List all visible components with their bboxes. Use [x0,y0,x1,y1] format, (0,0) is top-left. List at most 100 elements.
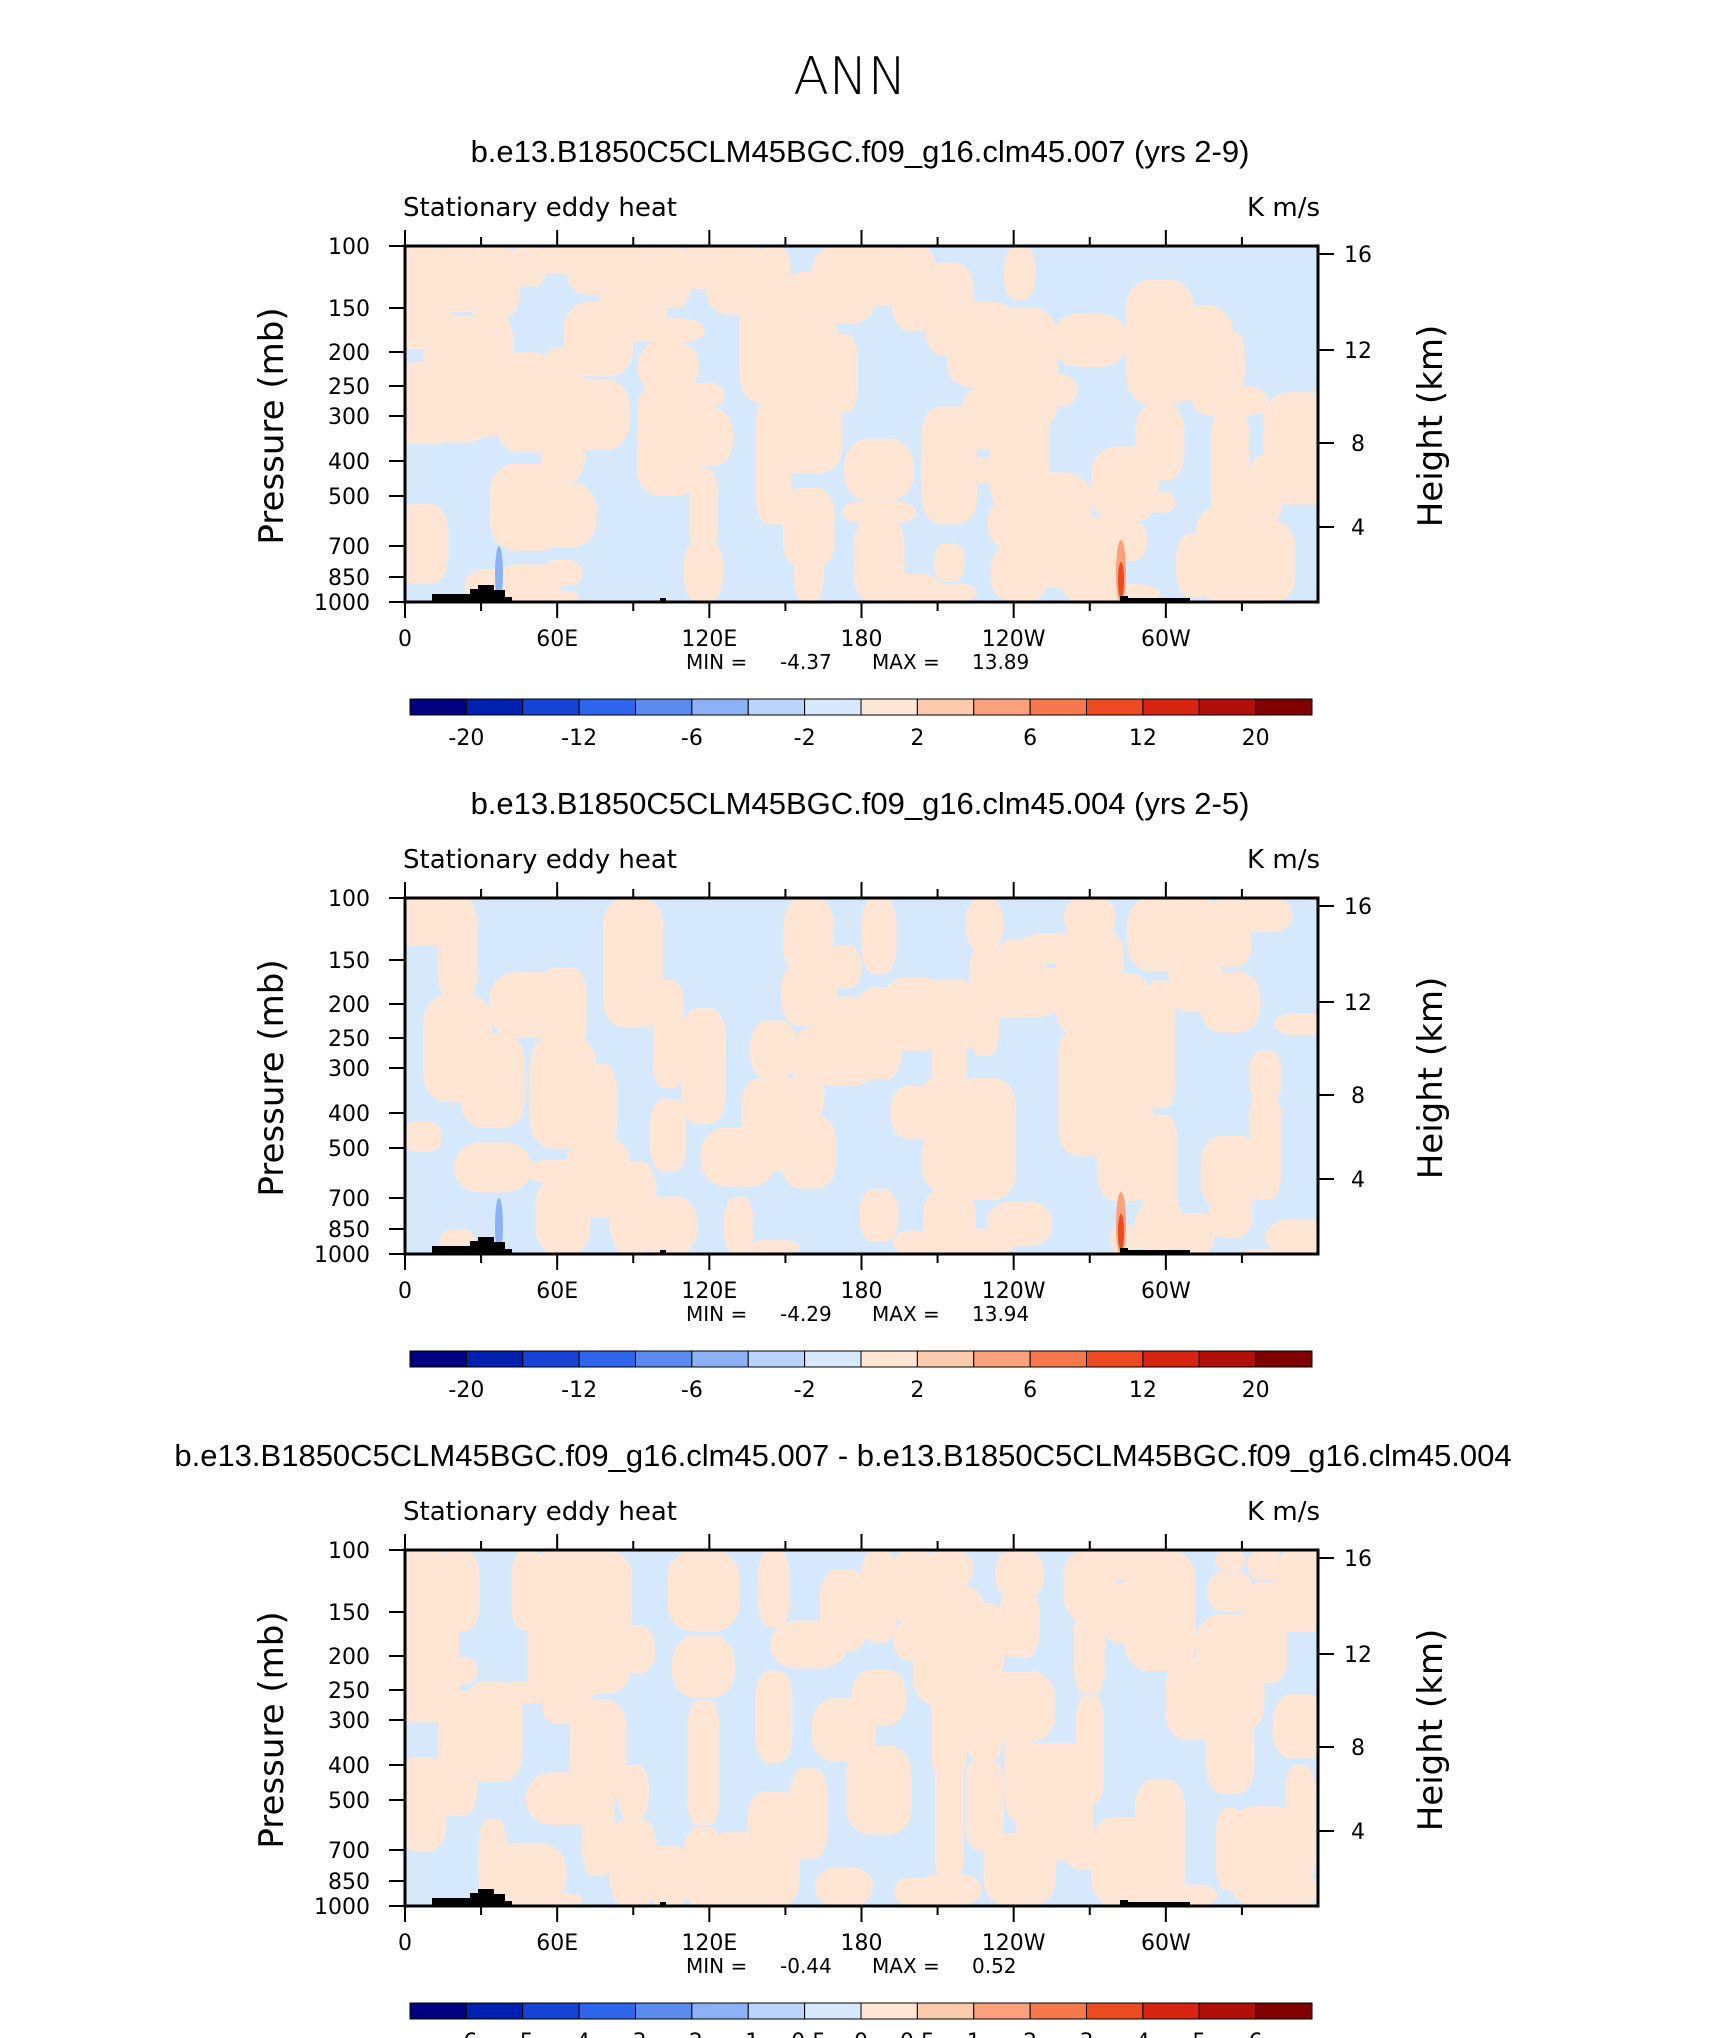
colorbar-label: -5 [512,2030,534,2038]
y-axis-title: Pressure (mb) [252,307,292,544]
max-value: 13.89 [972,650,1029,674]
y-tick-label: 200 [328,993,370,1018]
positive-contour [652,979,684,1089]
positive-contour [789,1768,828,1859]
positive-contour [1096,1074,1153,1201]
y-tick-label: 700 [328,1839,370,1864]
colorbar-label: -12 [561,726,597,751]
colorbar-label: 20 [1242,1378,1270,1403]
x-tick-label: 60E [536,1279,578,1304]
positive-contour [921,406,978,525]
positive-contour [581,1770,615,1876]
colorbar-swatch [973,2002,1031,2020]
positive-contour [687,1700,720,1827]
y-tick-label: 250 [328,1679,370,1704]
colorbar-label: -6 [681,726,703,751]
colorbar-label: 6 [1023,726,1037,751]
units-label: K m/s [1247,845,1320,875]
positive-contour [1003,246,1036,300]
contour-field [405,898,1318,1254]
panel-1: b.e13.B1850C5CLM45BGC.f09_g16.clm45.007 … [252,134,1451,751]
colorbar-label: -20 [448,726,484,751]
min-value: -4.37 [780,650,832,674]
positive-contour [405,1756,447,1852]
positive-contour [952,1077,1016,1200]
y-tick-label: 150 [328,297,370,322]
units-label: K m/s [1247,1497,1320,1527]
colorbar-swatch [1142,1350,1200,1368]
x-tick-label: 120E [681,627,737,652]
x-tick-label: 60W [1141,1279,1191,1304]
colorbar-swatch [1198,698,1257,716]
positive-contour [1238,898,1293,932]
colorbar-swatch [973,1350,1031,1368]
x-tick-label: 60E [536,1931,578,1956]
field-label: Stationary eddy heat [403,1497,677,1527]
positive-contour [544,1893,582,1906]
colorbar-swatch [1142,698,1200,716]
positive-contour [539,967,587,1055]
positive-contour [1265,1219,1318,1254]
positive-contour [1206,1710,1255,1795]
positive-contour [750,1020,798,1079]
y-tick-label: 850 [328,566,370,591]
y-tick-label: 150 [328,1601,370,1626]
colorbar-swatch [1029,1350,1087,1368]
positive-contour [638,1196,698,1254]
positive-contour [917,1873,982,1906]
y-tick-label: 850 [328,1218,370,1243]
panel-title: b.e13.B1850C5CLM45BGC.f09_g16.clm45.004 … [471,786,1250,821]
topography [660,1902,666,1906]
units-label: K m/s [1247,193,1320,223]
x-tick-label: 120E [681,1931,737,1956]
colorbar-swatch [522,1350,580,1368]
positive-contour [1052,313,1128,367]
y-tick-label: 850 [328,1870,370,1895]
y-tick-label: 1000 [314,1243,370,1268]
max-value: 13.94 [972,1302,1029,1326]
colorbar-swatch [409,698,467,716]
topography [432,585,512,602]
positive-contour [650,1098,687,1172]
x-tick-label: 60W [1141,627,1191,652]
colorbar-label: 2 [1023,2030,1037,2038]
positive-contour [860,1550,898,1643]
topography [660,598,666,602]
positive-contour [842,500,917,524]
x-tick-label: 0 [398,1931,412,1956]
positive-contour [775,394,843,474]
positive-contour [1175,1212,1215,1254]
colorbar-label: -12 [561,1378,597,1403]
colorbar-swatch [973,698,1031,716]
contour-field [405,246,1318,602]
colorbar-swatch [691,698,749,716]
positive-contour [935,1753,964,1884]
x-tick-label: 180 [841,1931,883,1956]
negative-feature [495,546,503,602]
colorbar-label: -3 [625,2030,647,2038]
colorbar-swatch [860,1350,918,1368]
positive-contour [1144,980,1176,1109]
topography [432,1237,512,1254]
positive-contour [814,1867,874,1906]
colorbar-swatch [1086,2002,1144,2020]
max-value: 0.52 [972,1954,1017,1978]
y2-axis-title: Height (km) [1411,325,1451,528]
min-value: -4.29 [780,1302,832,1326]
y-tick-label: 500 [328,1789,370,1814]
contour-field [405,1550,1318,1906]
positive-contour [465,246,520,321]
y-axis-title: Pressure (mb) [252,959,292,1196]
positive-contour [1208,1192,1253,1238]
positive-feature [1118,1214,1124,1250]
colorbar-swatch [860,2002,918,2020]
x-tick-label: 60E [536,627,578,652]
positive-contour [547,590,579,602]
y2-tick-label: 16 [1344,1547,1372,1572]
panel-title: b.e13.B1850C5CLM45BGC.f09_g16.clm45.007 … [174,1438,1511,1473]
positive-contour [844,438,914,501]
positive-contour [931,1670,968,1781]
y2-tick-label: 16 [1344,243,1372,268]
colorbar-swatch [747,2002,806,2020]
colorbar-swatch [522,2002,580,2020]
